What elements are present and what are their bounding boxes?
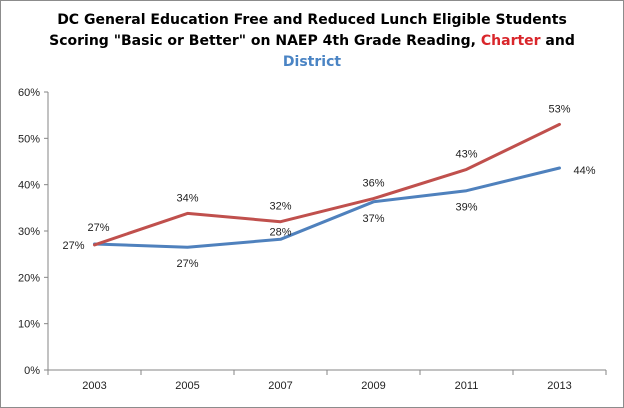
chart-title-prefix: Scoring "Basic or Better" on NAEP 4th Gr…: [49, 33, 481, 49]
chart-title-district: District: [282, 54, 342, 70]
chart-title: DC General Education Free and Reduced Lu…: [0, 10, 624, 73]
chart-title-and: and: [540, 33, 575, 49]
data-label-charter: 34%: [176, 192, 198, 204]
data-label-district: 37%: [362, 213, 384, 225]
data-label-district: 44%: [574, 165, 596, 177]
chart-title-line1: DC General Education Free and Reduced Lu…: [57, 12, 567, 28]
y-tick-label: 20%: [18, 272, 40, 284]
x-tick-label: 2009: [361, 380, 385, 392]
series-line-district: [93, 166, 561, 249]
x-tick-label: 2007: [268, 380, 292, 392]
data-label-district: 27%: [176, 258, 198, 270]
y-tick-label: 30%: [18, 226, 40, 238]
data-label-charter: 27%: [87, 222, 109, 234]
x-tick-label: 2013: [547, 380, 571, 392]
x-tick-label: 2005: [175, 380, 199, 392]
y-tick-label: 0%: [24, 365, 40, 377]
data-label-charter: 32%: [269, 201, 291, 213]
data-label-charter: 36%: [362, 178, 384, 190]
x-tick-label: 2011: [455, 380, 479, 392]
data-label-charter: 53%: [548, 103, 570, 115]
data-label-district: 28%: [269, 226, 291, 238]
x-tick-label: 2003: [82, 380, 106, 392]
series-line-charter: [93, 122, 561, 247]
y-tick-label: 40%: [18, 180, 40, 192]
y-tick-label: 50%: [18, 133, 40, 145]
data-label-district: 27%: [62, 240, 84, 252]
data-label-district: 39%: [455, 202, 477, 214]
chart-title-charter: Charter: [480, 33, 541, 49]
chart-title-line2: Scoring "Basic or Better" on NAEP 4th Gr…: [0, 31, 624, 52]
data-label-charter: 43%: [455, 148, 477, 160]
y-tick-label: 10%: [18, 319, 40, 331]
y-tick-label: 60%: [18, 87, 40, 99]
